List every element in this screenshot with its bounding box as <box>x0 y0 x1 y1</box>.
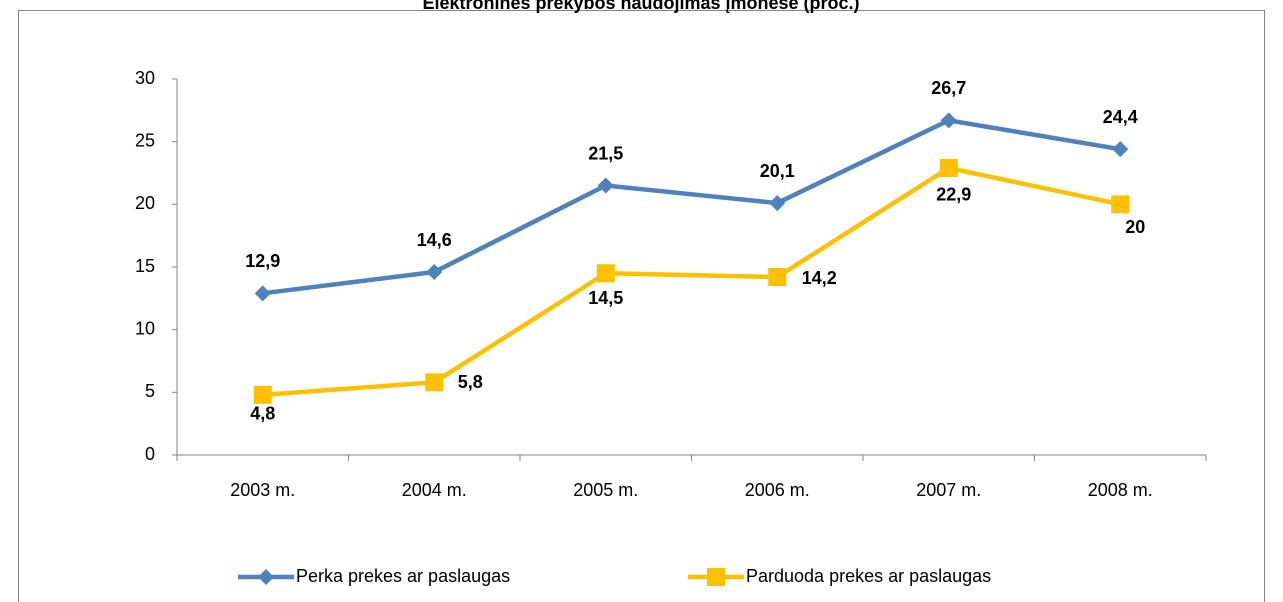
point-marker <box>253 385 272 404</box>
x-tick-label: 2007 m. <box>916 480 981 500</box>
x-tick-label: 2008 m. <box>1088 480 1153 500</box>
point-marker <box>939 158 958 177</box>
point-marker <box>597 177 614 194</box>
point-marker <box>1112 141 1129 158</box>
point-marker <box>254 285 271 302</box>
y-tick-label: 25 <box>135 130 155 150</box>
point-marker <box>769 195 786 212</box>
data-label: 20,1 <box>760 161 795 181</box>
point-marker <box>426 264 443 281</box>
chart-title: Elektroninės prekybos naudojimas įmonėse… <box>422 0 859 13</box>
data-label: 14,2 <box>802 268 837 288</box>
legend-label: Parduoda prekes ar paslaugas <box>746 566 991 586</box>
x-tick-label: 2005 m. <box>573 480 638 500</box>
point-marker <box>940 112 957 129</box>
x-tick-label: 2003 m. <box>230 480 295 500</box>
y-tick-label: 0 <box>145 444 155 464</box>
data-label: 21,5 <box>588 143 623 163</box>
data-label: 26,7 <box>931 78 966 98</box>
point-marker <box>768 268 787 287</box>
series-line <box>262 118 1121 296</box>
data-label: 12,9 <box>245 251 280 271</box>
point-marker <box>1111 195 1130 214</box>
data-label: 14,6 <box>417 230 452 250</box>
y-tick-label: 15 <box>135 256 155 276</box>
data-label: 5,8 <box>458 372 483 392</box>
y-tick-label: 20 <box>135 193 155 213</box>
y-tick-label: 5 <box>145 381 155 401</box>
chart-frame <box>18 10 1265 602</box>
data-label: 20 <box>1125 217 1145 237</box>
data-label: 24,4 <box>1103 107 1138 127</box>
data-label: 14,5 <box>588 288 623 308</box>
x-tick-label: 2006 m. <box>745 480 810 500</box>
y-tick-label: 10 <box>135 318 155 338</box>
point-marker <box>596 264 615 283</box>
x-tick-label: 2004 m. <box>402 480 467 500</box>
point-marker <box>425 373 444 392</box>
data-label: 4,8 <box>250 404 275 424</box>
series-line <box>262 165 1121 398</box>
legend-marker <box>258 569 274 585</box>
data-label: 22,9 <box>936 185 971 205</box>
y-tick-label: 30 <box>135 68 155 88</box>
legend-marker <box>707 568 725 586</box>
legend-label: Perka prekes ar paslaugas <box>296 566 510 586</box>
